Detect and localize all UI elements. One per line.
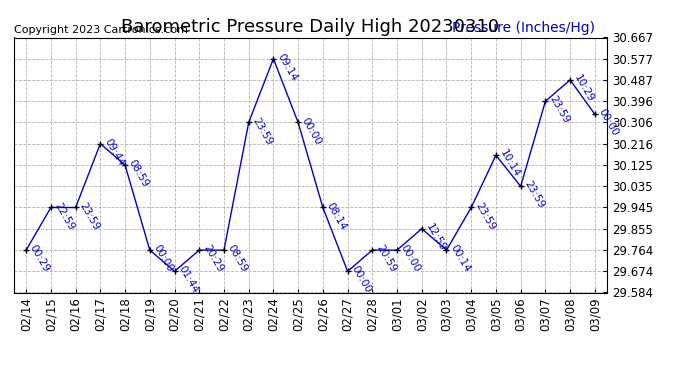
Title: Barometric Pressure Daily High 20230310: Barometric Pressure Daily High 20230310 [121, 18, 500, 36]
Text: 20:59: 20:59 [374, 243, 398, 274]
Text: 08:59: 08:59 [226, 243, 250, 274]
Text: 00:00: 00:00 [300, 116, 324, 146]
Text: 01:44: 01:44 [177, 264, 200, 296]
Text: Pressure (Inches/Hg): Pressure (Inches/Hg) [453, 21, 595, 35]
Text: 08:14: 08:14 [325, 201, 348, 232]
Text: 00:00: 00:00 [350, 264, 373, 295]
Text: 23:59: 23:59 [547, 94, 571, 126]
Text: Copyright 2023 Cartronics.com: Copyright 2023 Cartronics.com [14, 25, 188, 35]
Text: 20:29: 20:29 [201, 243, 225, 274]
Text: 23:59: 23:59 [250, 116, 275, 147]
Text: 12:59: 12:59 [424, 222, 447, 253]
Text: 09:14: 09:14 [275, 52, 299, 83]
Text: 00:00: 00:00 [597, 107, 620, 138]
Text: 10:29: 10:29 [572, 73, 595, 104]
Text: 09:44: 09:44 [102, 137, 126, 168]
Text: 22:59: 22:59 [53, 201, 77, 232]
Text: 23:59: 23:59 [473, 201, 497, 232]
Text: 00:14: 00:14 [448, 243, 472, 274]
Text: 00:00: 00:00 [152, 243, 175, 274]
Text: 23:59: 23:59 [77, 201, 101, 232]
Text: 08:59: 08:59 [127, 158, 150, 189]
Text: 23:59: 23:59 [522, 179, 546, 210]
Text: 10:14: 10:14 [498, 148, 522, 179]
Text: 00:29: 00:29 [28, 243, 52, 274]
Text: 00:00: 00:00 [399, 243, 422, 274]
